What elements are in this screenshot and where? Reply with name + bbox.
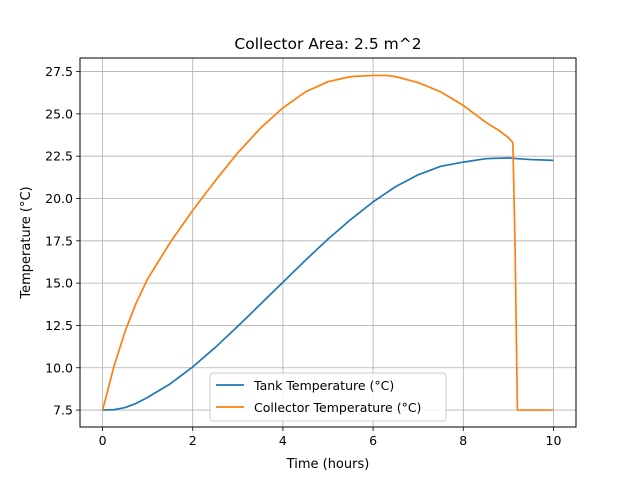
y-tick-label: 22.5 [45, 149, 73, 164]
axis-ticks: 0 2 4 6 8 10 7.5 10.0 12.5 15.0 17.5 20.0 22.5 25.0 27… [45, 64, 561, 448]
legend-label-collector: Collector Temperature (°C) [254, 400, 421, 415]
chart-title: Collector Area: 2.5 m^2 [234, 35, 421, 53]
x-tick-label: 0 [99, 433, 107, 448]
legend-label-tank: Tank Temperature (°C) [253, 378, 394, 393]
tank-temperature-line [102, 157, 554, 411]
legend-box [209, 372, 447, 422]
x-tick-label: 10 [546, 433, 562, 448]
x-tick-label: 8 [459, 433, 467, 448]
y-tick-label: 25.0 [45, 106, 73, 121]
x-tick-label: 2 [189, 433, 197, 448]
series-lines [101, 74, 554, 411]
x-axis-label: Time (hours) [286, 457, 370, 472]
y-tick-label: 7.5 [53, 403, 73, 418]
y-tick-label: 27.5 [45, 64, 73, 79]
y-tick-label: 10.0 [45, 360, 73, 375]
legend: Tank Temperature (°C) Collector Temperat… [209, 372, 447, 422]
x-tick-label: 6 [369, 433, 377, 448]
y-tick-label: 20.0 [45, 191, 73, 206]
grid [80, 58, 576, 427]
y-tick-label: 12.5 [45, 318, 73, 333]
x-tick-label: 4 [279, 433, 287, 448]
y-axis-label: Temperature (°C) [19, 186, 34, 299]
y-tick-label: 17.5 [45, 233, 73, 248]
plot-frame [79, 57, 577, 428]
collector-temperature-line [101, 74, 554, 411]
y-tick-label: 15.0 [45, 276, 73, 291]
